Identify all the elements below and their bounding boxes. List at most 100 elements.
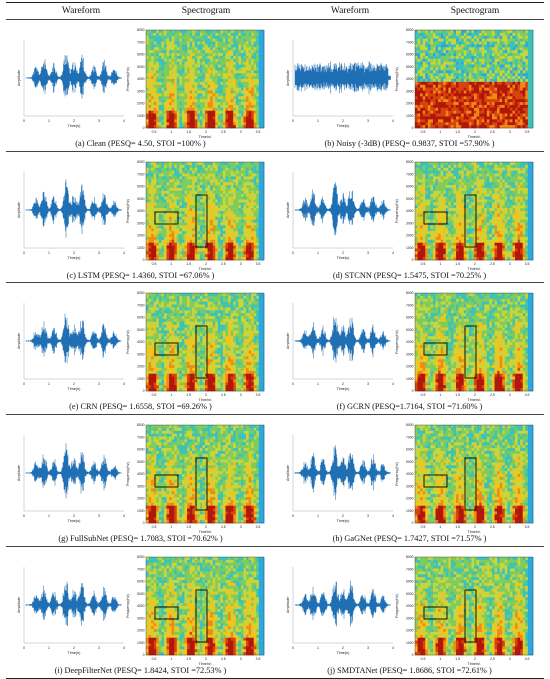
spectrogram-y-tick: 8000 bbox=[406, 28, 414, 32]
spectrogram-x-tick: 2.5 bbox=[490, 657, 495, 661]
spectrogram-frame bbox=[414, 29, 534, 129]
spectrogram-x-label: Time(s) bbox=[199, 135, 212, 138]
spectrogram-y-tick: 5000 bbox=[406, 65, 414, 69]
waveform-x-tick: 2 bbox=[73, 119, 75, 123]
waveform-y-label: Amplitude bbox=[286, 597, 290, 613]
panel-caption: (d) STCNN (PESQ= 1.5475, STOI =70.25% ) bbox=[332, 271, 487, 280]
panel-caption: (g) FullSubNet (PESQ= 1.7083, STOI =70.6… bbox=[58, 534, 223, 543]
spectrogram-y-tick: 5000 bbox=[137, 592, 145, 596]
spectrogram-y-tick: 5000 bbox=[137, 197, 145, 201]
spectrogram-y-tick: 7000 bbox=[137, 567, 145, 571]
spectrogram-y-tick: 7000 bbox=[137, 40, 145, 44]
spectrogram-y-label: Frequency(Hz) bbox=[395, 67, 399, 91]
spectrogram-x-label: Time(s) bbox=[199, 530, 212, 533]
waveform-trace bbox=[25, 443, 122, 499]
spectrogram-y-tick: 1000 bbox=[137, 114, 145, 118]
spectrogram-y-tick: 3000 bbox=[137, 484, 145, 488]
panel-plots: 0 1 2 3 4 Time(s) Amplitude 0 1000 2000 3000 4000 50… bbox=[17, 160, 265, 270]
waveform-x-label: Time(s) bbox=[68, 124, 81, 128]
spectrogram-image bbox=[415, 557, 534, 656]
spectrogram-x-tick: 1 bbox=[439, 262, 441, 266]
spectrogram-x-tick: 2.5 bbox=[221, 657, 226, 661]
spectrogram-x-tick: 2.5 bbox=[221, 262, 226, 266]
spectrogram-x-tick: 0.5 bbox=[152, 262, 157, 266]
spectrogram-x-tick: 0.5 bbox=[152, 525, 157, 529]
spectrogram-x-tick: 1 bbox=[439, 393, 441, 397]
spectrogram-x-label: Time(s) bbox=[468, 530, 481, 533]
spectrogram-image bbox=[415, 162, 534, 261]
waveform-x-label: Time(s) bbox=[337, 651, 350, 655]
spectrogram-x-tick: 2.5 bbox=[490, 393, 495, 397]
spectrogram-x-label: Time(s) bbox=[468, 135, 481, 138]
spectrogram-x-tick: 1.5 bbox=[455, 525, 460, 529]
spectrogram-y-tick: 2000 bbox=[137, 102, 145, 106]
waveform-x-label: Time(s) bbox=[337, 256, 350, 260]
spectrogram-x-tick: 1 bbox=[170, 525, 172, 529]
waveform-x-tick: 0 bbox=[292, 382, 294, 386]
waveform-x-label: Time(s) bbox=[337, 519, 350, 523]
panel-caption: (e) CRN (PESQ= 1.6558, STOI =69.26% ) bbox=[69, 402, 212, 411]
result-panel: 0 1 2 3 4 Time(s) Amplitude 0 1000 2000 3000 4000 50… bbox=[275, 152, 544, 284]
result-panel: 0 1 2 3 4 Time(s) Amplitude 0 1000 2000 3000 4000 50… bbox=[275, 20, 544, 152]
spectrogram-y-tick: 8000 bbox=[137, 291, 145, 295]
spectrogram-x-tick: 2.5 bbox=[490, 130, 495, 134]
spectrogram-frame bbox=[414, 424, 534, 524]
spectrogram-x-tick: 3 bbox=[240, 130, 242, 134]
header-spectrogram-right: Spectrogram bbox=[450, 6, 500, 16]
spectrogram-frame bbox=[145, 161, 265, 261]
waveform-x-tick: 4 bbox=[123, 119, 125, 123]
spectrogram-frame bbox=[414, 161, 534, 261]
spectrogram-y-tick: 2000 bbox=[406, 234, 414, 238]
spectrogram-y-tick: 2000 bbox=[137, 365, 145, 369]
figure-row: 0 1 2 3 4 Time(s) Amplitude 0 1000 2000 3000 4000 50… bbox=[6, 151, 544, 284]
spectrogram-x-tick: 3.5 bbox=[256, 130, 261, 134]
waveform-x-tick: 3 bbox=[98, 514, 100, 518]
spectrogram-y-tick: 3000 bbox=[406, 616, 414, 620]
figure: Wareform Spectrogram Wareform Spectrogra… bbox=[6, 2, 544, 679]
spectrogram-x-tick: 1 bbox=[170, 130, 172, 134]
spectrogram-x-tick: 2 bbox=[474, 525, 476, 529]
spectrogram-x-tick: 2.5 bbox=[490, 525, 495, 529]
spectrogram-x-tick: 1 bbox=[439, 525, 441, 529]
spectrogram-x-tick: 1.5 bbox=[186, 657, 191, 661]
header-waveform-left: Wareform bbox=[61, 6, 101, 16]
spectrogram-y-tick: 6000 bbox=[137, 53, 145, 57]
waveform-x-tick: 0 bbox=[23, 382, 25, 386]
spectrogram-x-tick: 2 bbox=[205, 525, 207, 529]
waveform-x-tick: 3 bbox=[367, 251, 369, 255]
spectrogram-image bbox=[146, 30, 265, 129]
spectrogram-y-tick: 2000 bbox=[406, 102, 414, 106]
spectrogram-y-tick: 3000 bbox=[137, 616, 145, 620]
waveform-x-tick: 4 bbox=[123, 514, 125, 518]
spectrogram-y-tick: 3000 bbox=[406, 484, 414, 488]
spectrogram-y-tick: 5000 bbox=[137, 460, 145, 464]
highlight-box-onset bbox=[464, 589, 477, 643]
spectrogram-y-tick: 1000 bbox=[137, 509, 145, 513]
spectrogram-y-tick: 3000 bbox=[406, 221, 414, 225]
spectrogram-x-tick: 3.5 bbox=[525, 525, 530, 529]
spectrogram-x-tick: 1.5 bbox=[455, 262, 460, 266]
spectrogram-y-tick: 4000 bbox=[406, 77, 414, 81]
highlight-box-low-band bbox=[154, 606, 179, 620]
waveform-x-label: Time(s) bbox=[337, 387, 350, 391]
waveform-x-tick: 2 bbox=[342, 646, 344, 650]
highlight-box-low-band bbox=[154, 342, 179, 356]
spectrogram-x-tick: 2 bbox=[474, 130, 476, 134]
waveform-trace bbox=[294, 580, 391, 627]
spectrogram-x-label: Time(s) bbox=[199, 267, 212, 270]
spectrogram-y-tick: 6000 bbox=[406, 580, 414, 584]
waveform-x-tick: 3 bbox=[367, 119, 369, 123]
spectrogram-y-tick: 6000 bbox=[137, 316, 145, 320]
spectrogram-y-tick: 0 bbox=[143, 126, 145, 130]
spectrogram-image bbox=[415, 293, 534, 392]
waveform-x-tick: 4 bbox=[123, 646, 125, 650]
panel-plots: 0 1 2 3 4 Time(s) Amplitude 0 1000 2000 3000 4000 50… bbox=[17, 28, 265, 138]
spectrogram-frame bbox=[145, 292, 265, 392]
spectrogram-y-tick: 6000 bbox=[406, 448, 414, 452]
result-panel: 0 1 2 3 4 Time(s) Amplitude 0 1000 2000 3000 4000 50… bbox=[6, 20, 275, 152]
spectrogram-y-tick: 8000 bbox=[406, 555, 414, 559]
waveform-x-tick: 4 bbox=[392, 514, 394, 518]
spectrogram-x-tick: 3 bbox=[240, 657, 242, 661]
panel-plots: 0 1 2 3 4 Time(s) Amplitude 0 1000 2000 3000 4000 50… bbox=[286, 28, 534, 138]
spectrogram-x-tick: 2.5 bbox=[221, 525, 226, 529]
